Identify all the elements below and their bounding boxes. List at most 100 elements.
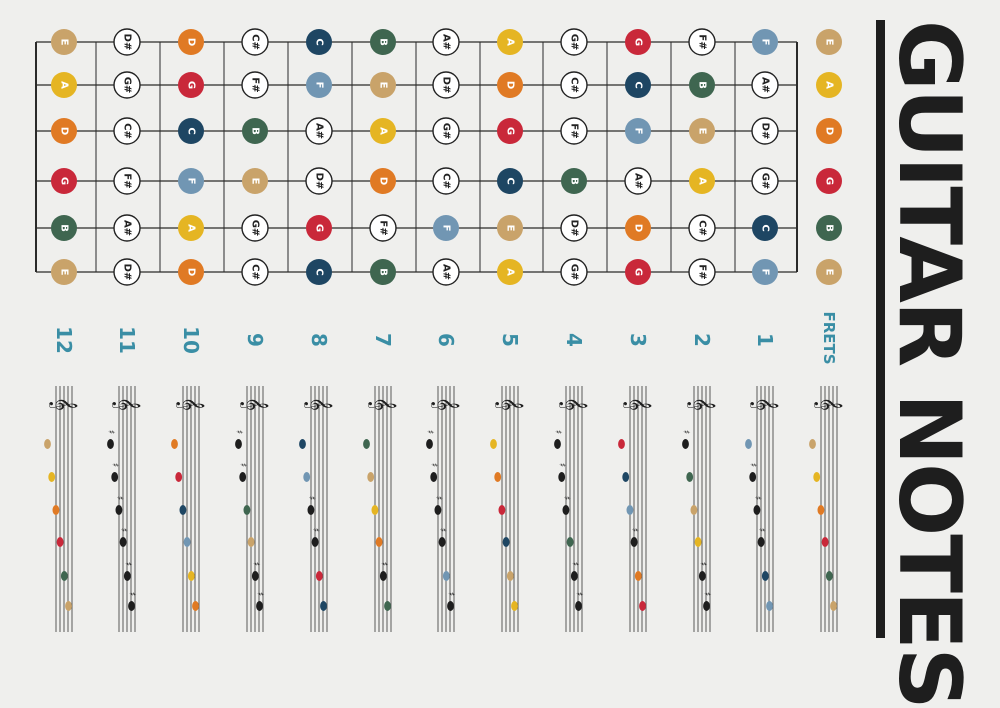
note-marker-d-sharp: D# [432, 71, 460, 99]
note-label: C# [250, 264, 261, 280]
note-circle [113, 71, 141, 99]
note-circle [241, 28, 269, 56]
treble-clef-icon: 𝄞 [112, 397, 141, 411]
note-circle [625, 118, 651, 144]
note-marker-e: E [242, 168, 268, 194]
fretboard-chart: E A D G B E D# G# C# F# A# D# D G C F A D C# F# B E G# C# C F A# D#… [35, 28, 843, 632]
note-marker-c: C [306, 259, 332, 285]
note-circle [751, 117, 779, 145]
notation-note [315, 571, 323, 581]
sharp-sign-icon: ♯ [106, 430, 116, 434]
notation-note [766, 601, 773, 611]
notation-note [690, 505, 698, 515]
note-label: D [633, 224, 644, 232]
note-label: F# [250, 77, 261, 92]
sharp-sign-icon: ♯ [255, 592, 265, 596]
note-label: A [697, 177, 708, 185]
title-divider-bar [876, 20, 885, 638]
fret-number-4: 4 [562, 333, 586, 347]
note-marker-g-sharp: G# [113, 71, 141, 99]
fret-number-5: 5 [498, 333, 522, 347]
note-marker-g: G [816, 168, 842, 194]
notation-note [119, 537, 127, 547]
notation-note [817, 505, 825, 515]
notation-note [247, 537, 255, 547]
sharp-sign-icon: ♯ [446, 592, 456, 596]
notation-note [52, 505, 60, 515]
notation-note [320, 601, 327, 611]
notation-note [175, 472, 183, 482]
note-label: F [186, 178, 197, 185]
notation-note [703, 601, 710, 611]
note-marker-c: C [497, 168, 523, 194]
note-circle [370, 29, 396, 55]
notation-note [438, 537, 446, 547]
note-label: F [314, 82, 325, 89]
sharp-sign-icon: ♯ [429, 463, 439, 467]
note-circle [242, 118, 268, 144]
note-label: E [59, 39, 70, 46]
note-label: D [378, 177, 389, 185]
sharp-sign-icon: ♯ [437, 528, 447, 532]
notation-note [239, 472, 247, 482]
notation-staff: 𝄞 [809, 386, 843, 632]
note-marker-b: B [561, 168, 587, 194]
note-label: C [186, 127, 197, 134]
note-marker-e: E [816, 29, 842, 55]
note-label: F [760, 39, 771, 46]
notation-note [371, 505, 379, 515]
note-circle [689, 72, 715, 98]
notation-note [745, 439, 752, 449]
note-marker-f: F [306, 72, 332, 98]
note-marker-f-sharp: F# [688, 258, 716, 286]
notation-note [434, 505, 442, 515]
note-marker-a-sharp: A# [624, 167, 652, 195]
note-marker-c: C [178, 118, 204, 144]
note-circle [51, 118, 77, 144]
note-marker-d: D [51, 118, 77, 144]
notation-note [384, 601, 391, 611]
note-label: A# [633, 173, 644, 189]
note-marker-a-sharp: A# [432, 28, 460, 56]
notation-note [554, 439, 561, 449]
notation-note [426, 439, 433, 449]
notation-note [48, 472, 56, 482]
note-circle [113, 167, 141, 195]
notation-staff: 𝄞 ♯ ♯ ♯ ♯ [234, 386, 269, 632]
page-title: GUITAR NOTES [879, 20, 979, 708]
fret-number-8: 8 [307, 333, 331, 347]
notation-staff: 𝄞 ♯ ♯ [299, 386, 333, 632]
sharp-sign-icon: ♯ [681, 430, 691, 434]
note-marker-a: A [51, 72, 77, 98]
sharp-sign-icon: ♯ [306, 496, 316, 500]
note-marker-f: F [625, 118, 651, 144]
note-marker-g: G [51, 168, 77, 194]
notation-note [639, 601, 646, 611]
note-circle [689, 118, 715, 144]
notation-note [830, 601, 837, 611]
note-label: D# [122, 264, 133, 281]
note-circle [625, 72, 651, 98]
note-label: E [824, 269, 835, 276]
note-circle [113, 28, 141, 56]
notation-note [442, 571, 450, 581]
notation-note [235, 439, 242, 449]
note-circle [370, 259, 396, 285]
note-circle [242, 168, 268, 194]
notation-note [821, 537, 829, 547]
sharp-sign-icon: ♯ [557, 463, 567, 467]
note-circle [370, 72, 396, 98]
note-label: D# [760, 123, 771, 140]
notation-staff: 𝄞 ♯ ♯ ♯ [681, 386, 716, 632]
note-marker-c: C [752, 215, 778, 241]
note-label: F [441, 225, 452, 232]
note-marker-c: C [306, 29, 332, 55]
note-label: G [633, 268, 644, 276]
note-marker-f-sharp: F# [113, 167, 141, 195]
note-marker-a-sharp: A# [305, 117, 333, 145]
note-label: D# [569, 220, 580, 237]
note-label: D [505, 81, 516, 89]
sharp-sign-icon: ♯ [250, 562, 260, 566]
notation-note [698, 571, 706, 581]
note-marker-f-sharp: F# [369, 214, 397, 242]
